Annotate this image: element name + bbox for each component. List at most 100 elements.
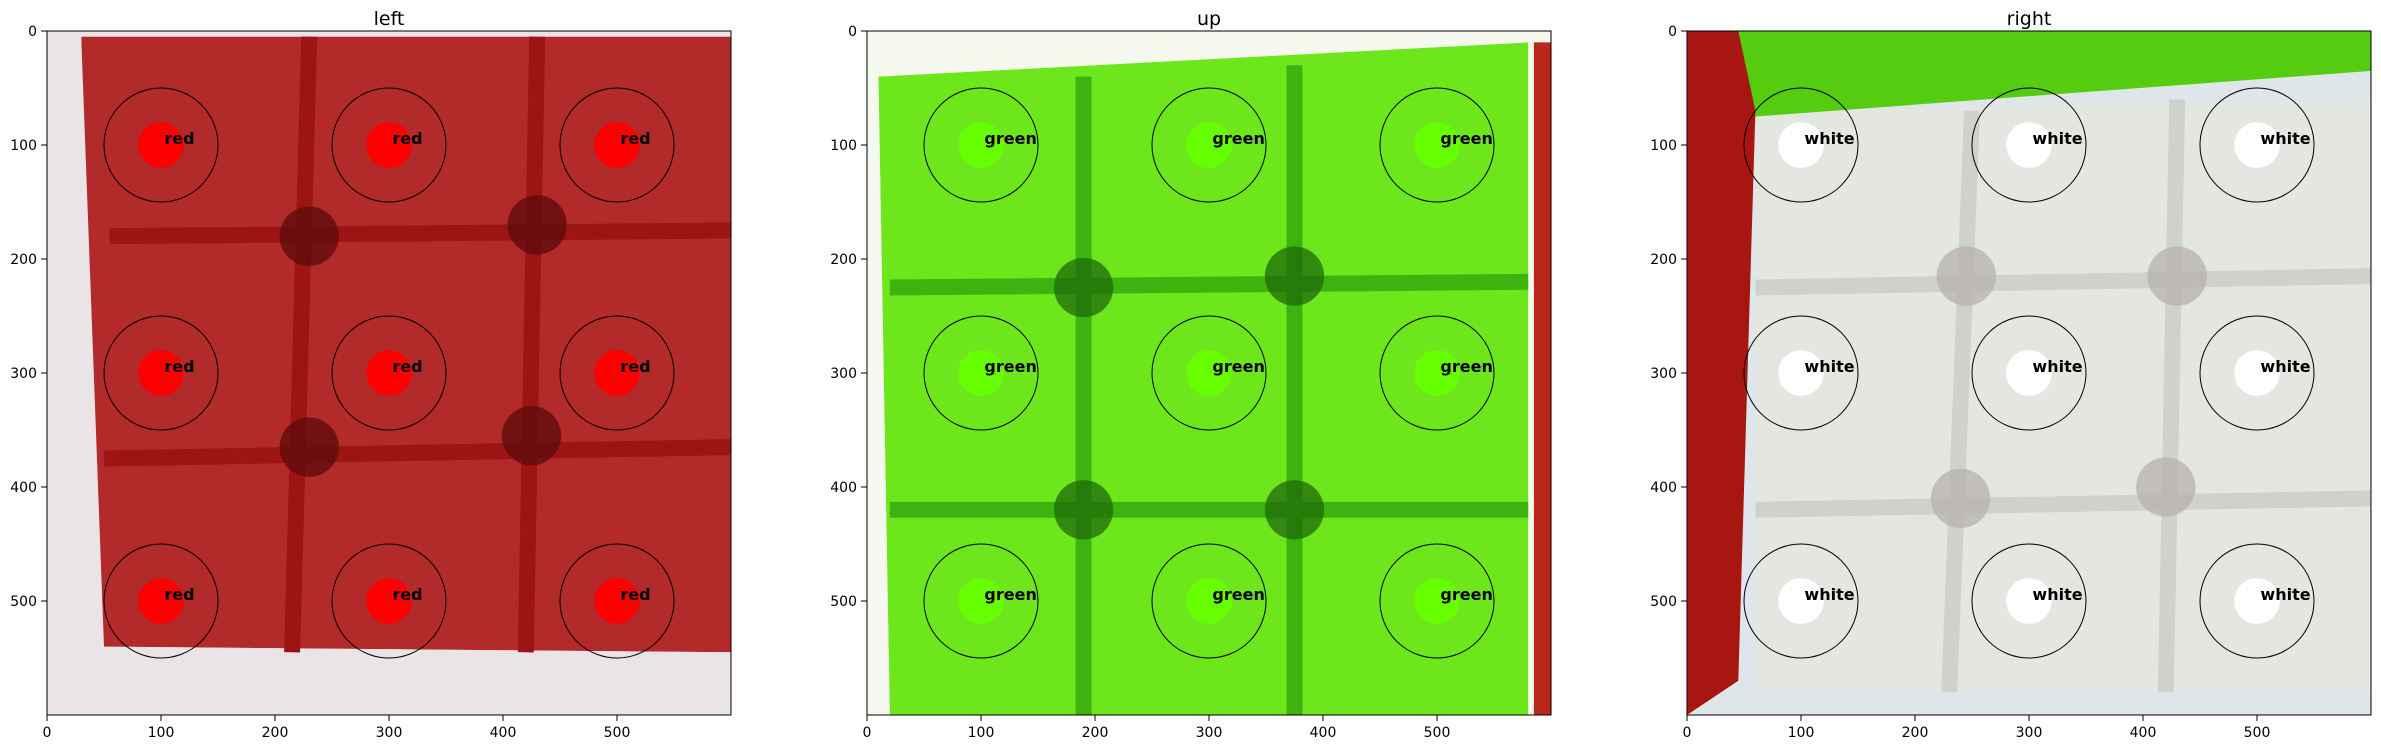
sample-ring (1151, 315, 1267, 431)
sample-dot (1778, 578, 1824, 624)
x-tick-label: 200 (1082, 725, 1109, 741)
sample-label: white (2260, 585, 2310, 604)
x-tick-label: 300 (1196, 725, 1223, 741)
y-tick-label: 200 (10, 252, 37, 268)
intersection-spot (501, 406, 562, 466)
y-tick-label: 400 (1650, 480, 1677, 496)
sample-label: red (164, 357, 194, 376)
background-region (92, 646, 731, 715)
sample-label: white (1804, 357, 1854, 376)
sample-label: green (1212, 129, 1264, 148)
sample-dot (594, 122, 640, 168)
sticker-gap-line (1755, 268, 2371, 296)
sample-label: red (620, 357, 650, 376)
background-region (1732, 692, 2371, 715)
sample-dot (594, 350, 640, 396)
intersection-spot (2136, 457, 2196, 517)
sample-label: white (1804, 129, 1854, 148)
sample-label: white (2260, 129, 2310, 148)
image-up: green green green green green green green green… (867, 31, 1551, 715)
sample-dot (958, 350, 1004, 396)
y-tick-label: 100 (1650, 138, 1677, 154)
x-tick-label: 400 (1310, 725, 1337, 741)
sample-ring (1151, 87, 1267, 203)
sample-dot (2234, 350, 2280, 396)
sample-label: red (392, 357, 422, 376)
y-tick-label: 200 (830, 252, 857, 268)
sticker-gap-line (1941, 110, 1980, 693)
y-tick-label: 500 (830, 594, 857, 610)
sample-dot (2234, 122, 2280, 168)
sample-dot (1778, 122, 1824, 168)
adjacent-face-strip (1533, 42, 1551, 715)
x-tick-label: 100 (148, 725, 175, 741)
sample-ring (559, 315, 675, 431)
sample-label: green (1440, 357, 1492, 376)
x-tick-label: 0 (863, 725, 872, 741)
sample-ring (1743, 543, 1859, 659)
sample-label: red (164, 585, 194, 604)
y-tick-label: 500 (10, 594, 37, 610)
y-tick-label: 0 (848, 24, 857, 40)
image-left: red red red red red red red red red (47, 31, 731, 715)
sample-dot (1414, 578, 1460, 624)
sample-label: white (2260, 357, 2310, 376)
sample-dot (2234, 578, 2280, 624)
sample-ring (331, 543, 447, 659)
background-region (867, 76, 890, 715)
intersection-spot (1264, 246, 1325, 306)
sample-ring (559, 543, 675, 659)
x-tick-label: 200 (262, 725, 289, 741)
sample-ring (1379, 543, 1495, 659)
intersection-spot (1264, 480, 1325, 540)
sample-dot (1186, 578, 1232, 624)
sample-label: red (392, 585, 422, 604)
sample-ring (2199, 87, 2315, 203)
sticker-gap-line (889, 273, 1529, 296)
intersection-spot (1053, 480, 1114, 540)
sample-label: green (984, 357, 1036, 376)
y-tick-label: 100 (10, 138, 37, 154)
cube-face (81, 36, 731, 653)
sample-label: green (1212, 357, 1264, 376)
sample-ring (2199, 543, 2315, 659)
sample-ring (1151, 543, 1267, 659)
sample-ring (1379, 315, 1495, 431)
panel-up: green green green green green green green green… (830, 8, 1552, 741)
intersection-spot (279, 417, 339, 477)
sample-label: green (1440, 129, 1492, 148)
y-tick-label: 400 (830, 480, 857, 496)
sample-dot (366, 122, 412, 168)
x-tick-label: 200 (1902, 725, 1929, 741)
image-right: white white white white white white white white… (1687, 31, 2371, 715)
sample-ring (559, 87, 675, 203)
y-tick-label: 300 (10, 366, 37, 382)
intersection-spot (279, 206, 339, 266)
sample-label: red (620, 129, 650, 148)
y-tick-label: 500 (1650, 594, 1677, 610)
x-tick-label: 500 (2244, 725, 2271, 741)
x-tick-label: 0 (1683, 725, 1692, 741)
intersection-spot (1930, 468, 1991, 529)
x-tick-label: 500 (1424, 725, 1451, 741)
sample-dot (366, 350, 412, 396)
x-tick-label: 100 (968, 725, 995, 741)
sample-dot (958, 122, 1004, 168)
y-tick-label: 300 (830, 366, 857, 382)
sample-dot (958, 578, 1004, 624)
x-tick-label: 0 (43, 725, 52, 741)
panel-right: white white white white white white white white… (1650, 8, 2372, 741)
sample-dot (138, 578, 184, 624)
sample-ring (1971, 87, 2087, 203)
intersection-spot (2147, 246, 2207, 306)
sample-label: white (2032, 357, 2082, 376)
y-tick-label: 100 (830, 138, 857, 154)
sample-dot (594, 578, 640, 624)
sample-dot (1414, 350, 1460, 396)
sample-label: red (164, 129, 194, 148)
sticker-gap-line (284, 36, 318, 653)
sample-dot (1186, 350, 1232, 396)
sample-dot (138, 350, 184, 396)
sample-ring (331, 315, 447, 431)
